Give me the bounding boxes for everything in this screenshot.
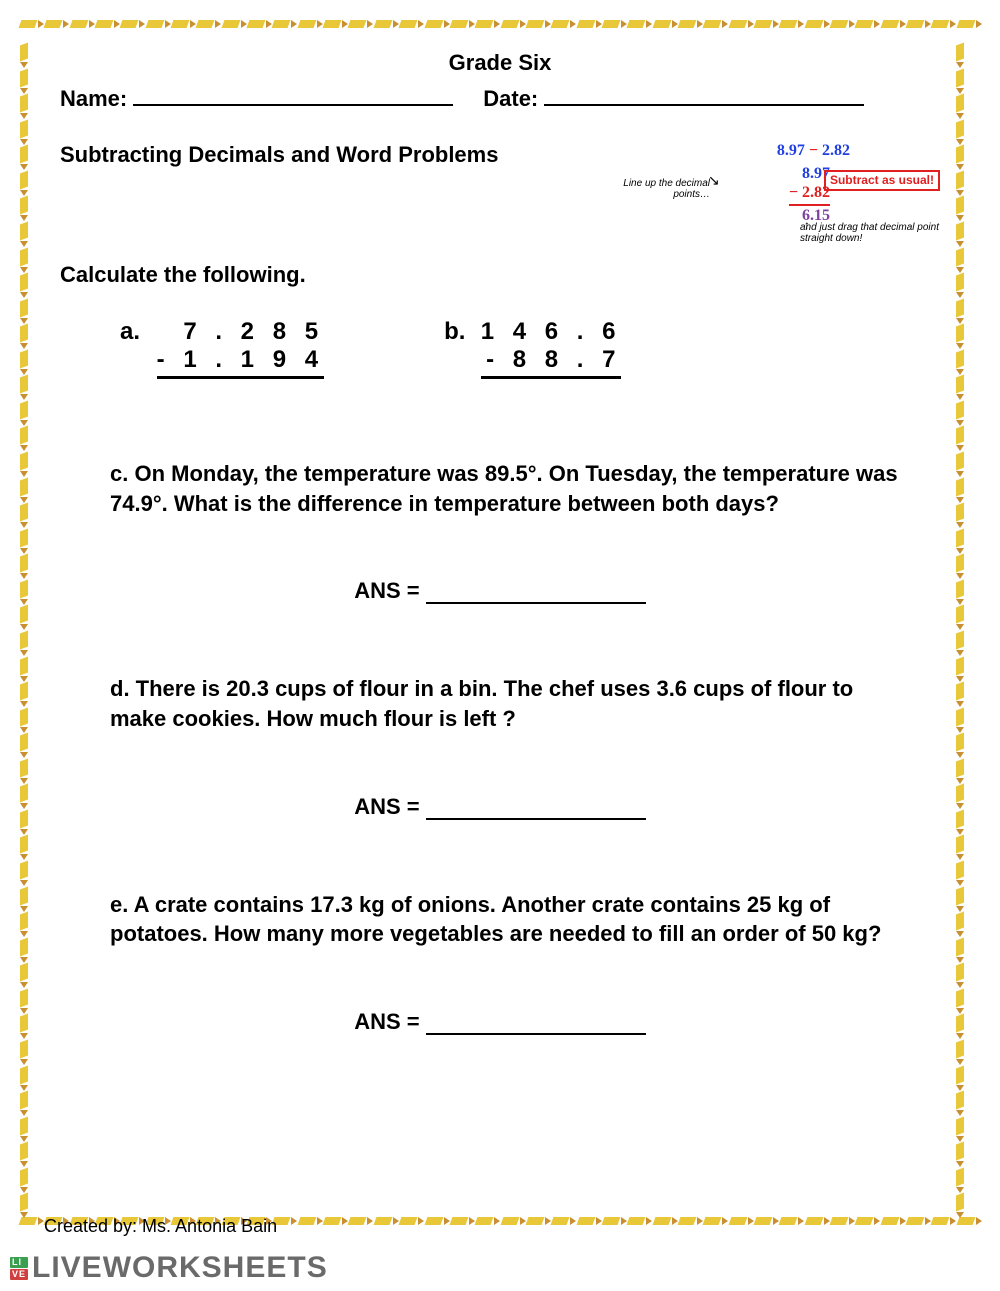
ans-label-c: ANS = xyxy=(354,578,419,603)
ans-d: ANS = xyxy=(60,794,940,820)
example-horizontal: 8.97 − 2.82 xyxy=(777,142,850,160)
watermark-text: LIVEWORKSHEETS xyxy=(32,1251,328,1285)
ans-label-e: ANS = xyxy=(354,1009,419,1034)
ans-blank-e[interactable] xyxy=(426,1013,646,1035)
arrow-icon: ↘ xyxy=(708,172,720,189)
example-subtract-box: Subtract as usual! xyxy=(824,170,940,191)
problem-b-top: 1 4 6 . 6 xyxy=(481,318,622,346)
problem-a-label: a. xyxy=(120,318,150,346)
problem-b-nums: 1 4 6 . 6 - 8 8 . 7 xyxy=(481,318,622,379)
date-field: Date: xyxy=(483,84,864,112)
problem-b-label: b. xyxy=(444,318,474,346)
name-label: Name: xyxy=(60,86,127,112)
date-label: Date: xyxy=(483,86,538,112)
grade-title: Grade Six xyxy=(60,50,940,76)
subtitle-row: Subtracting Decimals and Word Problems 8… xyxy=(60,142,940,262)
problem-d: d. There is 20.3 cups of flour in a bin.… xyxy=(110,674,900,733)
problem-a-top: 7 . 2 8 5 xyxy=(157,318,324,346)
name-blank[interactable] xyxy=(133,84,453,106)
ans-c: ANS = xyxy=(60,578,940,604)
problem-e: e. A crate contains 17.3 kg of onions. A… xyxy=(110,890,900,949)
problem-b-bottom: - 8 8 . 7 xyxy=(481,346,622,379)
created-by: Created by: Ms. Antonia Bain xyxy=(44,1216,277,1237)
instruction-text: Calculate the following. xyxy=(60,262,940,288)
ans-blank-c[interactable] xyxy=(426,582,646,604)
name-date-row: Name: Date: xyxy=(60,84,940,112)
problem-a-nums: 7 . 2 8 5 - 1 . 1 9 4 xyxy=(157,318,324,379)
date-blank[interactable] xyxy=(544,84,864,106)
name-field: Name: xyxy=(60,84,453,112)
watermark-logo-icon: LIVE xyxy=(10,1256,28,1280)
ans-label-d: ANS = xyxy=(354,794,419,819)
example-diagram: 8.97 − 2.82 8.97 − 2.82 6.15 Line up the… xyxy=(620,142,940,262)
worksheet-subtitle: Subtracting Decimals and Word Problems xyxy=(60,142,590,168)
problems-ab: a. 7 . 2 8 5 - 1 . 1 9 4 b. 1 4 6 . 6 - … xyxy=(120,318,940,379)
ex-h-minus: − xyxy=(809,142,822,159)
ans-e: ANS = xyxy=(60,1009,940,1035)
problem-b: b. 1 4 6 . 6 - 8 8 . 7 xyxy=(444,318,621,379)
ex-h-right: 2.82 xyxy=(822,142,850,159)
worksheet-page: Grade Six Name: Date: Subtracting Decima… xyxy=(20,20,980,1241)
example-hint-drag: and just drag that decimal point straigh… xyxy=(800,222,940,244)
problem-a: a. 7 . 2 8 5 - 1 . 1 9 4 xyxy=(120,318,324,379)
problem-a-bottom: - 1 . 1 9 4 xyxy=(157,346,324,379)
example-hint-lineup: Line up the decimal points… xyxy=(620,178,710,200)
ans-blank-d[interactable] xyxy=(426,798,646,820)
ex-h-left: 8.97 xyxy=(777,142,805,159)
watermark: LIVE LIVEWORKSHEETS xyxy=(10,1251,328,1285)
problem-c: c. On Monday, the temperature was 89.5°.… xyxy=(110,459,900,518)
